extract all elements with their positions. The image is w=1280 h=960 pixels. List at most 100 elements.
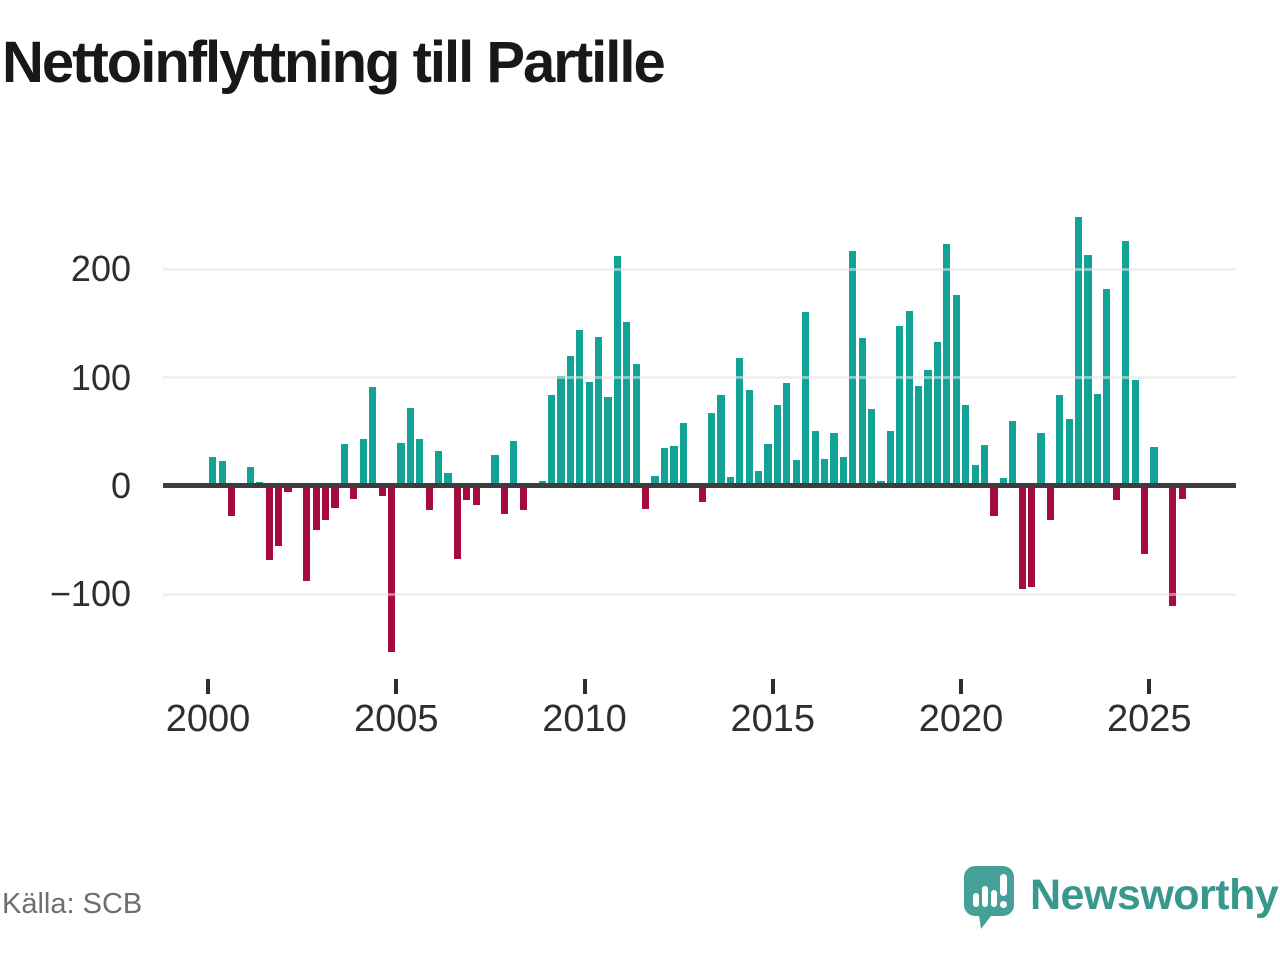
bar-2005-q4 xyxy=(425,486,433,510)
bar-2000-q1 xyxy=(209,456,217,486)
bar-2018-q3 xyxy=(905,310,913,486)
bar-2004-q4 xyxy=(387,486,396,652)
bar-2014-q2 xyxy=(745,389,753,486)
bar-2014-q3 xyxy=(755,470,763,486)
bar-2001-q3 xyxy=(265,486,273,560)
bar-2012-q2 xyxy=(670,445,678,486)
bar-2013-q1 xyxy=(698,486,706,503)
bar-2025-q1 xyxy=(1150,447,1158,486)
bar-2009-q2 xyxy=(557,375,565,486)
bar-2003-q1 xyxy=(322,486,330,520)
bar-2022-q2 xyxy=(1046,486,1054,520)
bar-2021-q2 xyxy=(1009,421,1017,486)
bar-2017-q3 xyxy=(867,409,876,486)
x-axis-label-2025: 2025 xyxy=(1106,698,1192,740)
bar-2004-q2 xyxy=(369,387,377,486)
bar-2004-q1 xyxy=(359,439,367,486)
x-axis-tick-2020 xyxy=(959,679,963,694)
bar-2001-q1 xyxy=(246,466,254,486)
gridline-100 xyxy=(163,376,1236,380)
x-axis-label-2020: 2020 xyxy=(918,698,1004,740)
bar-2011-q4 xyxy=(651,476,659,486)
bar-2021-q1 xyxy=(999,478,1007,486)
y-axis-label-100: 100 xyxy=(70,356,131,398)
bar-2008-q1 xyxy=(510,440,518,486)
bar-2007-q4 xyxy=(500,486,509,515)
bar-2015-q1 xyxy=(773,404,782,486)
bar-2017-q2 xyxy=(858,337,866,486)
bar-2000-q2 xyxy=(218,461,226,486)
bar-2025-q4 xyxy=(1178,486,1186,499)
bar-2018-q2 xyxy=(896,325,904,486)
gridline-200 xyxy=(163,267,1236,271)
x-axis-label-2010: 2010 xyxy=(542,698,627,740)
bar-2003-q4 xyxy=(350,486,358,499)
bar-2014-q1 xyxy=(736,358,744,486)
x-axis-tick-2025 xyxy=(1147,679,1152,694)
x-axis-label-2015: 2015 xyxy=(730,698,816,740)
newsworthy-logo-icon xyxy=(964,866,1014,929)
bar-2024-q2 xyxy=(1122,241,1130,486)
bar-2007-q3 xyxy=(491,454,499,486)
bar-2012-q3 xyxy=(679,423,687,486)
bar-2012-q1 xyxy=(660,448,669,486)
x-axis-tick-2005 xyxy=(394,679,399,694)
bar-2014-q4 xyxy=(764,443,772,486)
bar-2019-q4 xyxy=(952,295,960,486)
bar-2016-q3 xyxy=(830,432,838,486)
bar-2005-q2 xyxy=(406,408,414,486)
bar-2016-q2 xyxy=(820,458,829,486)
x-axis-label-2000: 2000 xyxy=(165,698,251,740)
x-axis-zero-line xyxy=(163,483,1236,488)
x-axis-tick-2000 xyxy=(206,679,210,694)
bar-2024-q3 xyxy=(1131,379,1139,486)
bar-2020-q2 xyxy=(971,465,979,486)
bar-2000-q3 xyxy=(227,486,236,517)
bar-2009-q1 xyxy=(547,395,556,486)
gridline-overlay--100 xyxy=(163,592,1236,596)
y-axis-label--100: −100 xyxy=(49,573,131,615)
bar-2020-q3 xyxy=(980,444,989,486)
bar-2023-q2 xyxy=(1084,255,1092,486)
bar-2018-q4 xyxy=(915,386,923,486)
bar-2017-q1 xyxy=(849,250,857,486)
bar-2019-q3 xyxy=(943,244,951,486)
bar-2003-q2 xyxy=(331,486,339,508)
bar-2010-q3 xyxy=(604,397,612,486)
source-note: Källa: SCB xyxy=(2,888,143,920)
bar-2023-q4 xyxy=(1103,288,1111,486)
gridline-overlay-100 xyxy=(163,376,1236,380)
gridline--100 xyxy=(163,592,1236,596)
bar-2011-q1 xyxy=(623,322,631,486)
bar-2010-q4 xyxy=(613,256,622,486)
bar-2003-q3 xyxy=(340,443,349,486)
bar-2023-q3 xyxy=(1093,393,1102,486)
bar-2020-q1 xyxy=(962,404,970,486)
chart-title: Nettoinflyttning till Partille xyxy=(2,30,666,95)
bar-2006-q4 xyxy=(463,486,471,501)
bar-2018-q1 xyxy=(886,430,894,486)
bar-2002-q1 xyxy=(284,486,292,493)
bar-2004-q3 xyxy=(378,486,386,496)
bar-2022-q1 xyxy=(1037,432,1045,486)
bar-2007-q1 xyxy=(472,486,480,506)
bar-2010-q2 xyxy=(595,336,603,486)
bar-2016-q1 xyxy=(811,430,819,486)
bar-2010-q1 xyxy=(585,382,593,486)
bar-2016-q4 xyxy=(839,456,847,486)
y-axis-label-0: 0 xyxy=(110,465,131,506)
bar-2013-q4 xyxy=(726,477,734,486)
bar-2015-q4 xyxy=(802,311,810,486)
x-axis-tick-2010 xyxy=(582,679,587,694)
bar-2008-q2 xyxy=(519,486,527,510)
bar-2006-q2 xyxy=(444,473,452,486)
bar-2009-q4 xyxy=(576,330,584,486)
bar-2013-q2 xyxy=(707,413,716,486)
bar-2022-q4 xyxy=(1065,418,1073,486)
bar-2005-q1 xyxy=(397,442,405,486)
bar-2019-q2 xyxy=(933,341,942,486)
bar-2015-q2 xyxy=(783,383,791,486)
bar-2009-q3 xyxy=(566,356,574,486)
